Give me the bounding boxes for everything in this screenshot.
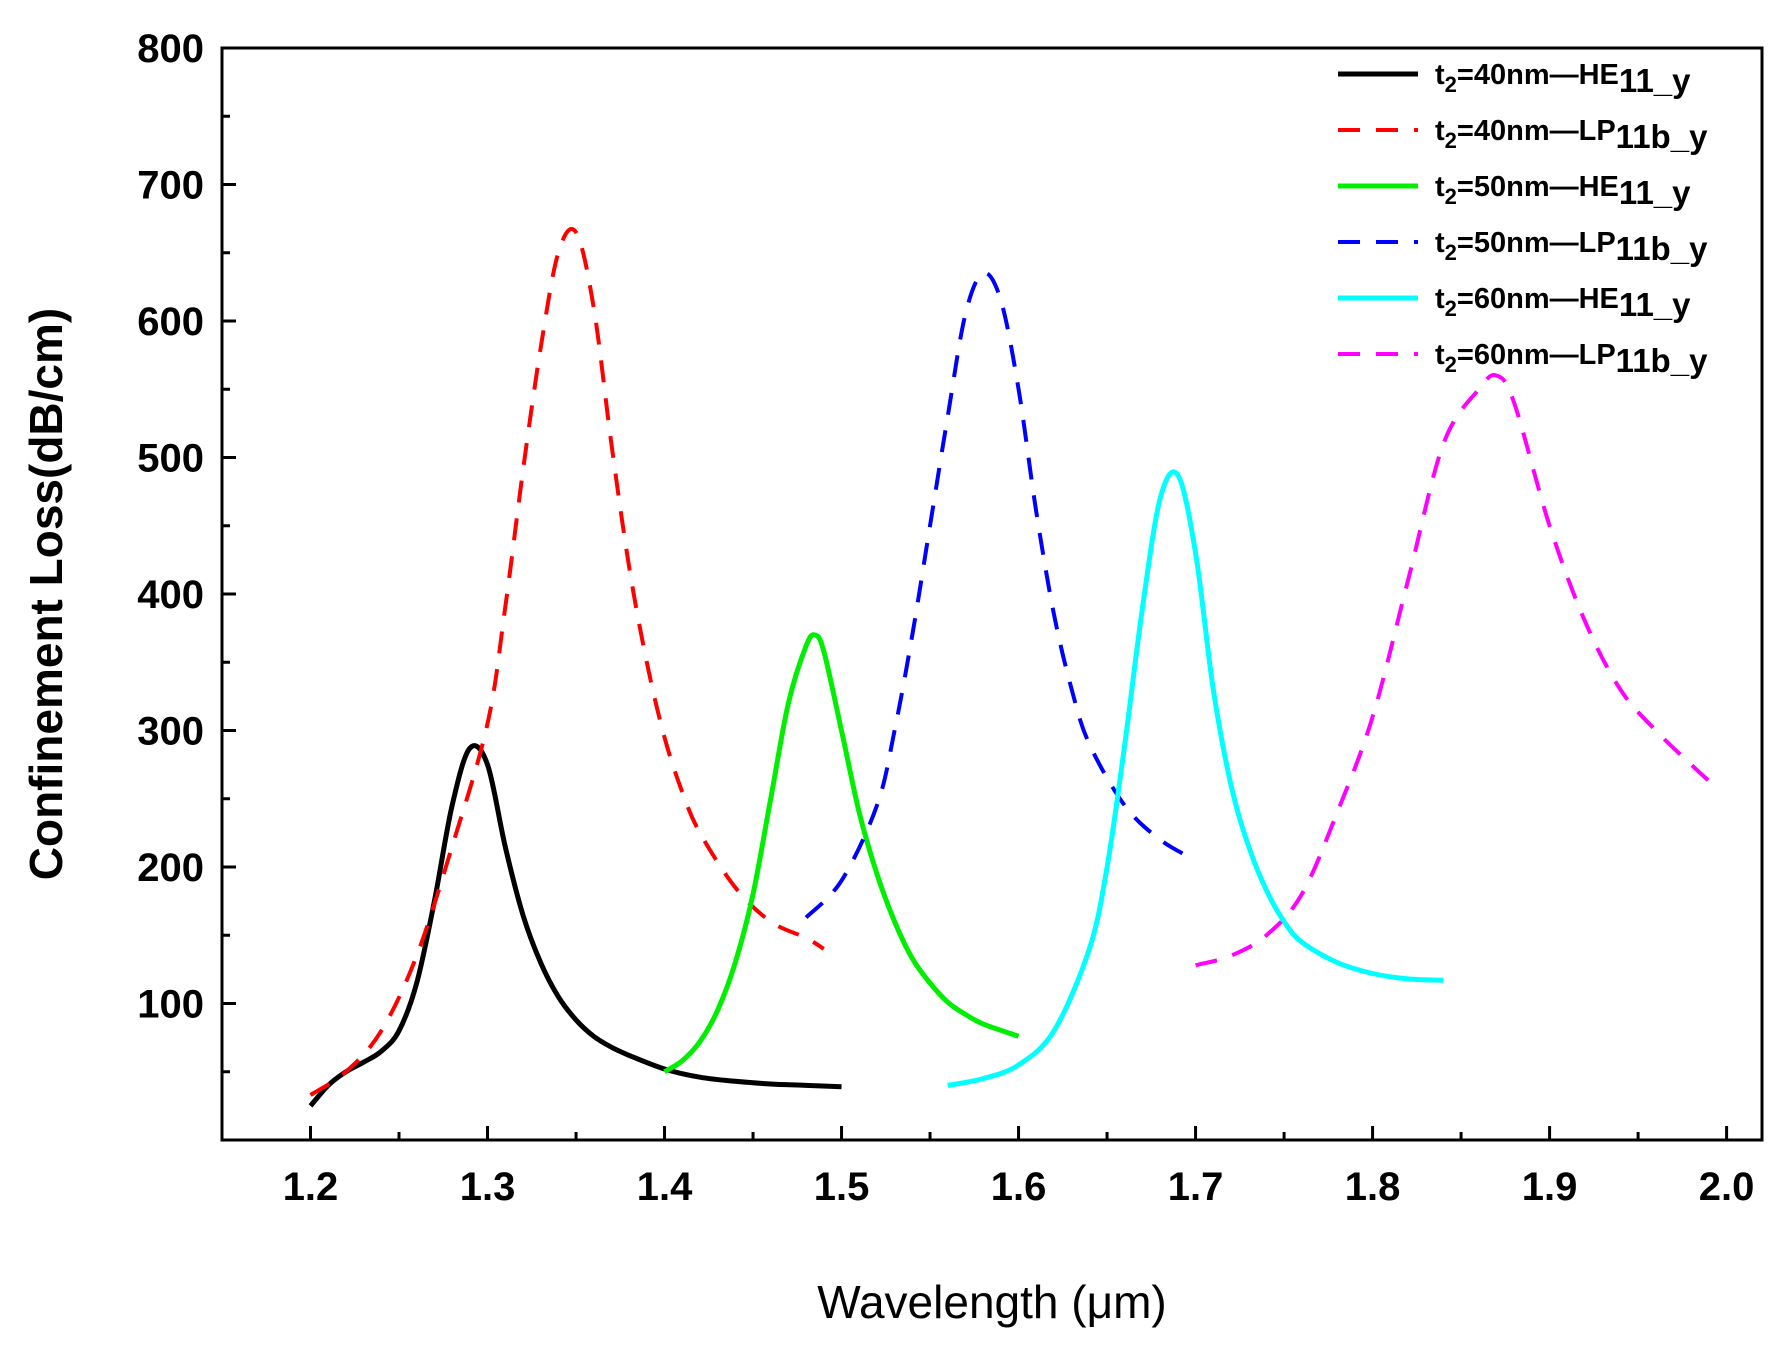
x-tick-label: 1.4: [637, 1165, 693, 1209]
legend-label-part: 11_y: [1619, 62, 1691, 99]
x-tick-label: 1.3: [460, 1165, 516, 1209]
legend-label-1: t2=40nm—LP11b_y: [1435, 115, 1708, 155]
legend-label-0: t2=40nm—HE11_y: [1435, 59, 1691, 99]
legend-label-2: t2=50nm—HE11_y: [1435, 171, 1691, 211]
y-tick-label: 300: [137, 710, 204, 754]
y-tick-label: 800: [137, 27, 204, 71]
legend-label-part: 2: [1445, 352, 1457, 377]
series-line-5: [1195, 373, 1711, 968]
series-line-2: [663, 632, 1020, 1074]
legend-label-part: t: [1435, 339, 1445, 371]
legend-label-part: t: [1435, 283, 1445, 315]
x-tick-label: 1.6: [991, 1165, 1047, 1209]
y-tick-label: 400: [137, 573, 204, 617]
legend: t2=40nm—HE11_yt2=40nm—LP11b_yt2=50nm—HE1…: [1338, 59, 1708, 379]
y-axis: 100 200 300 400 500 600 700 800: [137, 27, 236, 1074]
legend-label-part: =60nm—LP: [1457, 339, 1616, 371]
legend-label-part: 11_y: [1619, 174, 1691, 211]
series-line-0: [308, 743, 842, 1108]
legend-label-part: 11b_y: [1616, 230, 1708, 267]
x-axis: 1.2 1.3 1.4 1.5 1.6 1.7 1.8 1.9 2.0: [283, 1126, 1755, 1209]
x-tick-label: 2.0: [1699, 1165, 1755, 1209]
legend-label-part: 11b_y: [1616, 342, 1708, 379]
y-axis-title: Confinement Loss(dB/cm): [20, 308, 72, 880]
legend-label-part: 2: [1445, 128, 1457, 153]
x-tick-label: 1.9: [1522, 1165, 1578, 1209]
y-tick-label: 700: [137, 164, 204, 208]
legend-label-part: =40nm—LP: [1457, 115, 1616, 147]
x-axis-title: Wavelength (μm): [817, 1276, 1166, 1328]
legend-label-part: 2: [1445, 72, 1457, 97]
x-tick-label: 1.2: [283, 1165, 339, 1209]
legend-label-part: 2: [1445, 184, 1457, 209]
legend-label-part: 2: [1445, 296, 1457, 321]
series-line-1: [309, 226, 825, 1097]
x-tick-label: 1.5: [814, 1165, 870, 1209]
legend-label-part: t: [1435, 115, 1445, 147]
series-line-3: [804, 270, 1197, 919]
legend-label-part: 11_y: [1619, 286, 1691, 323]
legend-label-part: =60nm—HE: [1457, 283, 1619, 315]
y-tick-label: 200: [137, 846, 204, 890]
legend-label-3: t2=50nm—LP11b_y: [1435, 227, 1708, 267]
y-tick-label: 500: [137, 437, 204, 481]
legend-label-part: =50nm—HE: [1457, 171, 1619, 203]
legend-label-part: =50nm—LP: [1457, 227, 1616, 259]
legend-label-part: 2: [1445, 240, 1457, 265]
legend-label-part: 11b_y: [1616, 118, 1708, 155]
series-line-4: [947, 469, 1444, 1088]
legend-label-part: =40nm—HE: [1457, 59, 1619, 91]
legend-label-part: t: [1435, 227, 1445, 259]
legend-label-part: t: [1435, 59, 1445, 91]
x-tick-label: 1.7: [1168, 1165, 1224, 1209]
y-tick-label: 100: [137, 983, 204, 1027]
legend-label-4: t2=60nm—HE11_y: [1435, 283, 1691, 323]
plot-series: [308, 226, 1711, 1108]
legend-label-5: t2=60nm—LP11b_y: [1435, 339, 1708, 379]
legend-label-part: t: [1435, 171, 1445, 203]
y-tick-label: 600: [137, 300, 204, 344]
x-tick-label: 1.8: [1345, 1165, 1401, 1209]
plot-frame: [220, 46, 1764, 1142]
